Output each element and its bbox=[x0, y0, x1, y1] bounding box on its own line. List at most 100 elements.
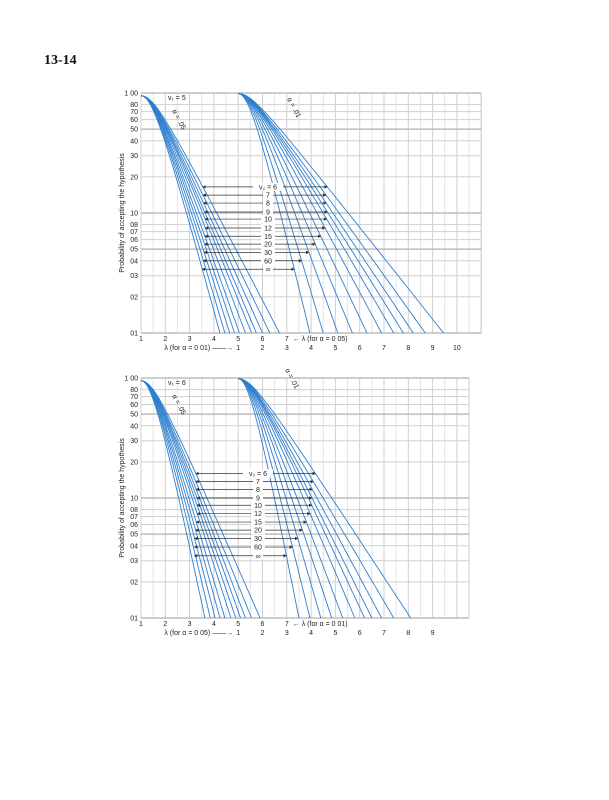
nu2-label: 30 bbox=[264, 250, 272, 257]
oc-curve-nu2-60 bbox=[238, 93, 324, 334]
y-tick-label: 04 bbox=[130, 543, 138, 550]
nu2-label: 30 bbox=[254, 536, 262, 543]
y-tick-label: 80 bbox=[130, 387, 138, 394]
x-top-tick-label: 5 bbox=[236, 621, 240, 628]
x-bottom-tick-label: 8 bbox=[406, 345, 410, 352]
oc-curve-nu2-10 bbox=[140, 95, 253, 334]
y-tick-label: 40 bbox=[130, 423, 138, 430]
nu2-label-bg bbox=[263, 265, 273, 274]
y-axis-label: Probability of accepting the hypothesis bbox=[119, 153, 126, 273]
y-tick-label: 20 bbox=[130, 174, 138, 181]
x-bottom-tick-label: 5 bbox=[333, 345, 337, 352]
x-bottom-tick-label: 7 bbox=[382, 345, 386, 352]
nu2-label: 20 bbox=[254, 528, 262, 535]
nu2-label-bg bbox=[263, 191, 273, 200]
oc-curve-nu2-60 bbox=[140, 95, 226, 334]
oc-curve-nu2-10 bbox=[140, 380, 237, 619]
nu2-label-bg bbox=[263, 199, 273, 208]
y-tick-label: 40 bbox=[130, 138, 138, 145]
x-top-tick-label: 7 bbox=[285, 336, 289, 343]
x-top-axis-label: ← λ (for α = 0 01) bbox=[293, 621, 348, 628]
y-axis-label: Probability of accepting the hypothesis bbox=[119, 438, 126, 558]
x-top-tick-label: 7 bbox=[285, 621, 289, 628]
x-bottom-tick-label: 5 bbox=[333, 630, 337, 637]
oc-curve-nu2-20 bbox=[238, 378, 333, 619]
x-top-tick-label: 3 bbox=[188, 621, 192, 628]
oc-curve-nu2-15 bbox=[238, 93, 368, 334]
nu2-label: 12 bbox=[264, 225, 272, 232]
nu2-label: 15 bbox=[264, 234, 272, 241]
nu2-label-bg bbox=[263, 207, 273, 216]
oc-curve-nu2-12 bbox=[238, 93, 382, 334]
nu2-label: 7 bbox=[266, 193, 270, 200]
x-bottom-tick-label: 8 bbox=[406, 630, 410, 637]
nu1-label: ν₁ = 6 bbox=[168, 380, 186, 387]
oc-chart-nu1-5: 1 0080706050403020100807060504030201Prob… bbox=[119, 91, 482, 352]
nu2-label-bg bbox=[253, 551, 263, 560]
y-tick-label: 02 bbox=[130, 579, 138, 586]
oc-curve-nu2-30 bbox=[140, 95, 231, 334]
oc-curve-nu2-15 bbox=[140, 380, 226, 619]
x-top-tick-label: 2 bbox=[163, 621, 167, 628]
nu2-label-bg bbox=[261, 215, 275, 224]
oc-curve-nu2-9 bbox=[140, 95, 257, 334]
x-top-tick-label: 4 bbox=[212, 336, 216, 343]
x-bottom-tick-label: 3 bbox=[285, 630, 289, 637]
nu1-label: ν₁ = 5 bbox=[168, 95, 186, 102]
nu2-label-bg bbox=[251, 509, 265, 518]
nu2-label: 60 bbox=[254, 545, 262, 552]
x-top-tick-label: 1 bbox=[139, 336, 143, 343]
alpha-label: α = .01 bbox=[283, 368, 299, 391]
y-tick-label: 07 bbox=[130, 514, 138, 521]
y-tick-label: 01 bbox=[130, 616, 138, 623]
x-bottom-axis-label: λ (for α = 0 05) ——→ bbox=[164, 630, 233, 637]
oc-curve-nu2-12 bbox=[140, 95, 246, 334]
y-tick-label: 70 bbox=[130, 109, 138, 116]
nu2-label: 60 bbox=[264, 258, 272, 265]
nu2-label-bg bbox=[261, 248, 275, 257]
oc-curve-nu2-7 bbox=[238, 378, 395, 619]
oc-curve-nu2-20 bbox=[140, 95, 236, 334]
nu2-label-bg bbox=[251, 501, 265, 510]
oc-curve-nu2-∞ bbox=[140, 95, 221, 334]
y-tick-label: 08 bbox=[130, 222, 138, 229]
nu2-label-bg bbox=[251, 543, 265, 552]
x-bottom-tick-label: 10 bbox=[453, 345, 461, 352]
nu2-label: ν₂ = 6 bbox=[259, 184, 277, 191]
oc-curve-nu2-60 bbox=[140, 380, 211, 619]
x-top-tick-label: 5 bbox=[236, 336, 240, 343]
y-tick-label: 03 bbox=[130, 558, 138, 565]
oc-curve-nu2-6 bbox=[140, 380, 261, 619]
curve-family-alpha-05 bbox=[140, 380, 261, 619]
x-bottom-tick-label: 4 bbox=[309, 630, 313, 637]
y-tick-label: 05 bbox=[130, 532, 138, 539]
nu2-label: 12 bbox=[254, 511, 262, 518]
y-tick-label: 80 bbox=[130, 102, 138, 109]
y-tick-label: 10 bbox=[130, 496, 138, 503]
nu2-label-bg bbox=[253, 182, 283, 191]
y-tick-label: 02 bbox=[130, 294, 138, 301]
nu2-label: 9 bbox=[266, 209, 270, 216]
x-bottom-tick-label: 1 bbox=[236, 345, 240, 352]
oc-curve-nu2-8 bbox=[140, 380, 246, 619]
nu2-label-bg bbox=[251, 518, 265, 527]
y-tick-label: 03 bbox=[130, 273, 138, 280]
oc-curve-nu2-30 bbox=[140, 380, 216, 619]
x-bottom-tick-label: 2 bbox=[261, 630, 265, 637]
oc-curve-nu2-30 bbox=[238, 378, 322, 619]
x-bottom-axis-label: λ (for α = 0 01) ——→ bbox=[164, 345, 233, 352]
nu2-label-bg bbox=[253, 477, 263, 486]
nu2-label: 8 bbox=[256, 487, 260, 494]
x-bottom-tick-label: 6 bbox=[358, 630, 362, 637]
oc-chart-nu1-6: 1 0080706050403020100807060504030201Prob… bbox=[119, 368, 470, 637]
y-tick-label: 70 bbox=[130, 394, 138, 401]
oc-curve-nu2-6 bbox=[140, 95, 280, 334]
nu2-label: ν₂ = 6 bbox=[249, 471, 267, 478]
x-bottom-tick-label: 4 bbox=[309, 345, 313, 352]
x-top-tick-label: 4 bbox=[212, 621, 216, 628]
y-tick-label: 06 bbox=[130, 237, 138, 244]
oc-curve-nu2-10 bbox=[238, 378, 366, 619]
x-bottom-tick-label: 6 bbox=[358, 345, 362, 352]
nu2-label: 8 bbox=[266, 201, 270, 208]
nu2-label-bg bbox=[261, 240, 275, 249]
